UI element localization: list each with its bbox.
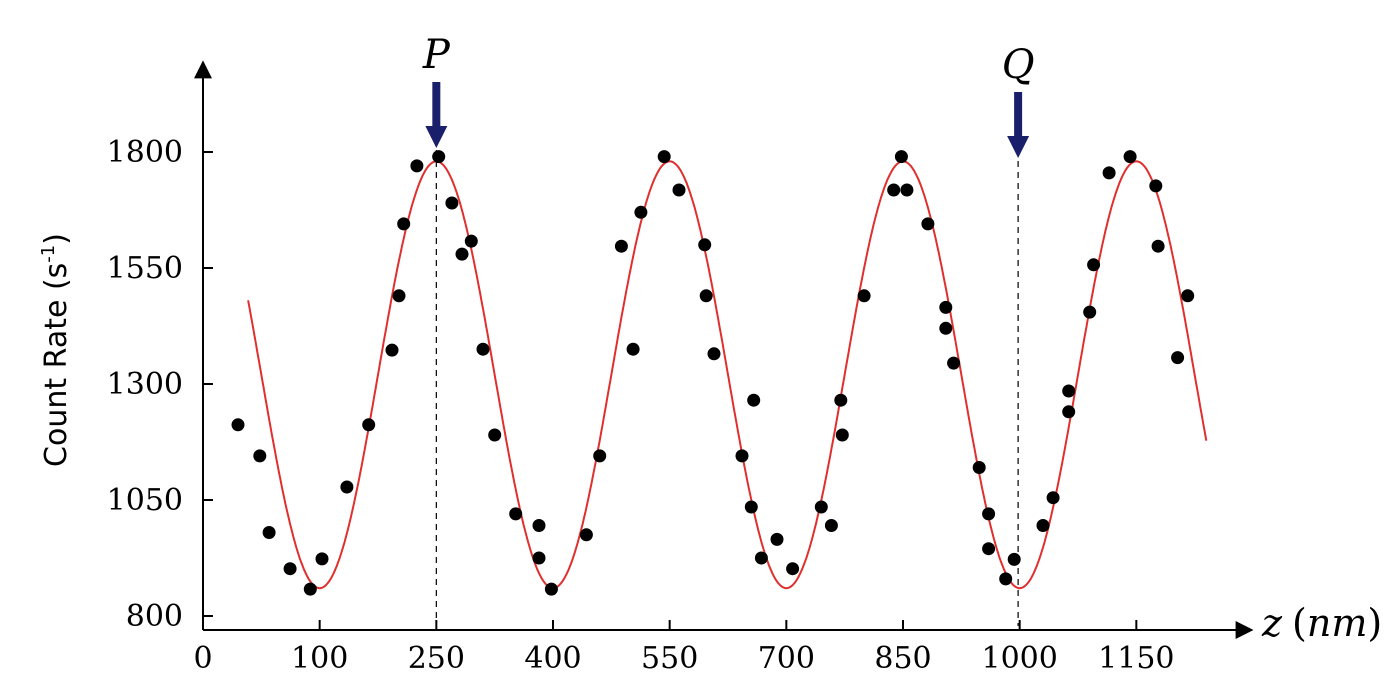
- marker-arrow-shaft: [432, 82, 441, 130]
- data-point: [754, 551, 768, 565]
- data-point: [894, 150, 908, 164]
- data-point: [972, 461, 986, 474]
- data-point: [698, 238, 712, 252]
- y-tick-label: 1050: [107, 483, 183, 518]
- data-point: [544, 582, 558, 596]
- x-tick-label: 1150: [1098, 641, 1174, 676]
- data-point: [814, 500, 828, 514]
- y-tick-label: 1300: [107, 367, 183, 402]
- data-point: [834, 393, 848, 407]
- data-point: [464, 234, 478, 248]
- y-tick-label: 1800: [107, 135, 183, 170]
- data-point: [770, 532, 784, 546]
- data-point: [921, 217, 935, 231]
- x-axis-label: z (nm): [1261, 601, 1382, 645]
- x-tick-label: 550: [641, 641, 698, 676]
- data-point: [1087, 258, 1101, 272]
- data-point: [614, 239, 628, 253]
- data-point: [786, 562, 800, 576]
- data-point: [488, 428, 502, 442]
- y-tick-label: 800: [126, 599, 183, 634]
- x-tick-label: 250: [408, 641, 465, 676]
- data-point: [1149, 179, 1163, 193]
- data-point: [1046, 491, 1060, 505]
- data-point: [900, 183, 914, 197]
- x-tick-label: 850: [874, 641, 931, 676]
- data-point: [835, 428, 849, 442]
- data-point: [262, 526, 276, 539]
- data-point: [532, 551, 546, 565]
- data-point: [385, 343, 399, 357]
- data-point: [315, 552, 329, 566]
- data-point: [362, 418, 376, 432]
- data-point: [1007, 552, 1021, 566]
- x-tick-label: 100: [291, 641, 348, 676]
- data-point: [397, 217, 411, 231]
- data-point: [1036, 519, 1050, 532]
- data-point: [392, 289, 406, 303]
- x-tick-label: 400: [524, 641, 581, 676]
- data-point: [432, 150, 446, 164]
- data-point: [747, 393, 761, 407]
- marker-label: Q: [1002, 42, 1035, 88]
- data-point: [283, 562, 297, 576]
- data-point: [707, 347, 721, 361]
- data-point: [593, 449, 607, 463]
- data-point: [455, 247, 469, 261]
- data-point: [1083, 305, 1097, 319]
- data-point: [410, 159, 424, 173]
- data-point: [1181, 289, 1195, 303]
- data-point: [887, 183, 901, 197]
- data-point: [626, 342, 640, 356]
- data-point: [982, 507, 996, 521]
- x-tick-label: 1000: [981, 641, 1057, 676]
- data-point: [1171, 351, 1185, 365]
- data-point: [1062, 405, 1076, 419]
- data-point: [982, 542, 996, 556]
- data-point: [231, 418, 245, 432]
- data-point: [999, 572, 1013, 586]
- x-tick-label: 700: [758, 641, 815, 676]
- data-point: [824, 519, 838, 532]
- data-point: [699, 289, 713, 303]
- marker-arrow-head: [425, 126, 448, 148]
- data-point: [939, 321, 953, 335]
- data-point: [1123, 150, 1137, 164]
- data-point: [303, 582, 317, 596]
- data-point: [939, 300, 953, 314]
- data-points: [231, 150, 1195, 596]
- y-axis-label: Count Rate (s-1): [38, 233, 74, 467]
- data-point: [735, 449, 749, 463]
- marker-label: P: [422, 32, 451, 78]
- data-point: [509, 507, 523, 521]
- data-point: [1102, 166, 1116, 180]
- data-point: [579, 528, 593, 542]
- data-point: [657, 150, 671, 164]
- fit-curve: [247, 160, 1208, 590]
- x-ticks: 0 100 250 400 550 700 850 1000 1150: [193, 620, 1175, 676]
- marker-arrow-shaft: [1014, 92, 1023, 140]
- data-point: [476, 342, 490, 356]
- data-point: [672, 183, 686, 197]
- data-point: [857, 289, 871, 303]
- data-point: [340, 480, 354, 494]
- data-point: [532, 519, 546, 532]
- data-point: [1151, 239, 1165, 253]
- y-ticks: 800 1050 1300 1550 1800: [107, 135, 213, 634]
- marker-arrow-head: [1007, 136, 1030, 158]
- data-point: [445, 196, 459, 210]
- data-point: [1062, 384, 1076, 398]
- x-tick-label: 0: [193, 641, 212, 676]
- data-point: [253, 449, 267, 463]
- y-tick-label: 1550: [107, 251, 183, 286]
- data-point: [634, 205, 648, 219]
- data-point: [947, 356, 961, 370]
- data-point: [744, 500, 758, 514]
